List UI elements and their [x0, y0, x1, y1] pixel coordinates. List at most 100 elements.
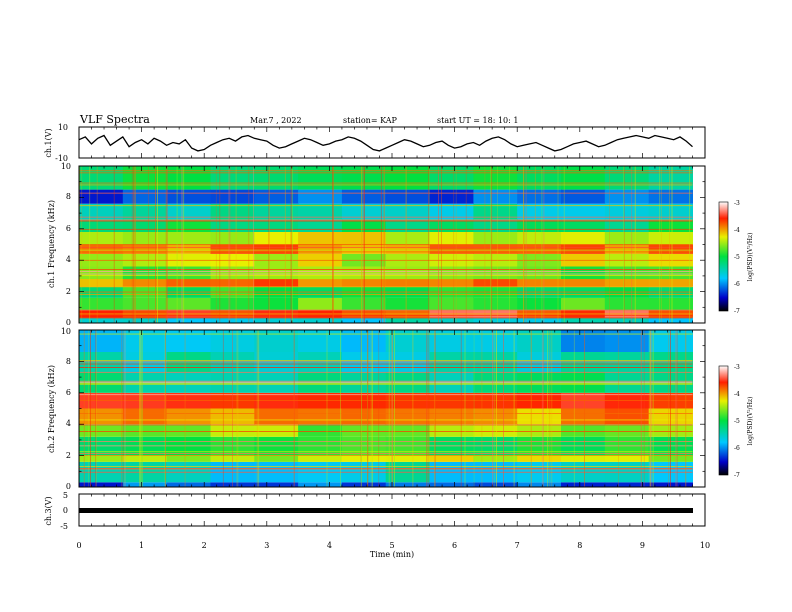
spectrogram-band-cell [517, 203, 562, 220]
spectrogram-streak [661, 166, 662, 323]
x-tick-label: 9 [640, 541, 645, 550]
spectrogram-streak [473, 330, 475, 487]
spectrogram-band-cell [561, 231, 606, 245]
spectrogram-streak [121, 330, 122, 487]
spectrogram-streak [557, 166, 559, 323]
spectrogram-line [79, 182, 693, 184]
spectrogram-streak [139, 330, 140, 487]
spectrogram-streak [237, 330, 239, 487]
spectrogram-band-cell [298, 408, 343, 425]
ch3-ylabel: ch.3(V) [44, 496, 53, 525]
spectrogram-band-cell [517, 279, 562, 287]
spectrogram-streak [412, 330, 414, 487]
spectrogram-band-cell [429, 244, 474, 254]
spectrogram-line [79, 441, 693, 442]
spectrogram-line [79, 244, 693, 246]
spectrogram-line [79, 413, 693, 414]
spectrogram-streak [426, 330, 428, 487]
spectrogram-band-cell [517, 424, 562, 437]
spectrogram-band-cell [210, 166, 255, 190]
spectrogram-streak [157, 166, 158, 323]
spectrogram-streak [523, 166, 524, 323]
spectrogram-streak [96, 330, 97, 487]
spectrogram-line [79, 205, 693, 207]
spectrogram-band-cell [210, 424, 255, 437]
spectrogram-line [79, 286, 693, 288]
ch1-cbar-tick-3: -3 [734, 200, 740, 207]
spectrogram-streak [293, 330, 295, 487]
spectrogram-band-cell [254, 203, 299, 220]
spectrogram-line [79, 317, 693, 319]
spectrogram-streak [643, 330, 645, 487]
spectrogram-streak [394, 330, 395, 487]
spectrogram-band-cell [341, 297, 387, 311]
spectrogram-band-cell [385, 482, 430, 487]
spectrogram-band-cell [79, 330, 124, 352]
spectrogram-band-cell [341, 482, 387, 487]
spectrogram-streak [293, 330, 295, 487]
spectrogram-band-cell [122, 219, 168, 232]
spectrogram-band-cell [298, 203, 343, 220]
spectrogram-streak [131, 166, 133, 323]
spectrogram-band-cell [648, 266, 693, 280]
spectrogram-streak [81, 166, 83, 323]
spectrogram-band-cell [561, 455, 606, 462]
ch1-ytick-8: 8 [66, 192, 71, 201]
spectrogram-streak [534, 166, 536, 323]
spectrogram-streak [134, 166, 136, 323]
spectrogram-line [79, 455, 693, 456]
spectrogram-band-cell [79, 408, 124, 425]
spectrogram-line [79, 251, 693, 253]
x-tick-label: 10 [700, 541, 710, 550]
spectrogram-streak [141, 330, 143, 487]
spectrogram-band-cell [210, 455, 255, 462]
spectrogram-band-cell [473, 203, 518, 220]
spectrogram-streak [95, 330, 96, 487]
spectrogram-streak [465, 166, 467, 323]
spectrogram-band-cell [561, 219, 606, 232]
spectrogram-band-cell [122, 189, 168, 204]
spectrogram-streak [492, 330, 494, 487]
ch1-ytick-10: 10 [61, 162, 71, 171]
spectrogram-streak [232, 330, 233, 487]
spectrogram-streak [361, 330, 362, 487]
ch1-spectrogram-image [79, 166, 693, 323]
spectrogram-band-cell [298, 189, 343, 204]
spectrogram-band-cell [561, 482, 606, 487]
spectrogram-streak [176, 166, 178, 323]
spectrogram-band-cell [298, 455, 343, 462]
spectrogram-line [79, 228, 693, 230]
spectrogram-streak [543, 166, 545, 323]
x-tick-label: 2 [202, 541, 207, 550]
spectrogram-band-cell [166, 330, 211, 352]
spectrogram-band-cell [604, 266, 650, 280]
spectrogram-streak [165, 166, 167, 323]
spectrogram-line [79, 360, 693, 361]
spectrogram-band-cell [122, 203, 168, 220]
spectrogram-streak [183, 166, 185, 323]
spectrogram-line [79, 453, 693, 454]
spectrogram-band-cell [122, 317, 168, 323]
spectrogram-band-cell [298, 279, 343, 287]
spectrogram-streak [494, 330, 496, 487]
ch2-cbar-tick-7: -7 [734, 472, 740, 479]
spectrogram-band-cell [385, 219, 430, 232]
spectrogram-streak [370, 330, 372, 487]
spectrogram-streak [326, 330, 328, 487]
ch3-tick-marks [78, 494, 706, 526]
spectrogram-line [79, 269, 693, 270]
spectrogram-streak [133, 166, 134, 323]
spectrogram-band-cell [604, 424, 650, 437]
spectrogram-band-cell [341, 244, 387, 254]
spectrogram-streak [268, 166, 270, 323]
spectrogram-streak [184, 330, 186, 487]
spectrogram-streak [367, 330, 369, 487]
spectrogram-band-cell [385, 317, 430, 323]
spectrogram-band-cell [604, 231, 650, 245]
ch1-spectrogram-ticks [78, 165, 706, 324]
spectrogram-streak [685, 330, 687, 487]
spectrogram-streak [135, 166, 136, 323]
spectrogram-line [79, 170, 693, 172]
spectrogram-band-cell [166, 203, 211, 220]
station-label: station= KAP [343, 116, 398, 125]
